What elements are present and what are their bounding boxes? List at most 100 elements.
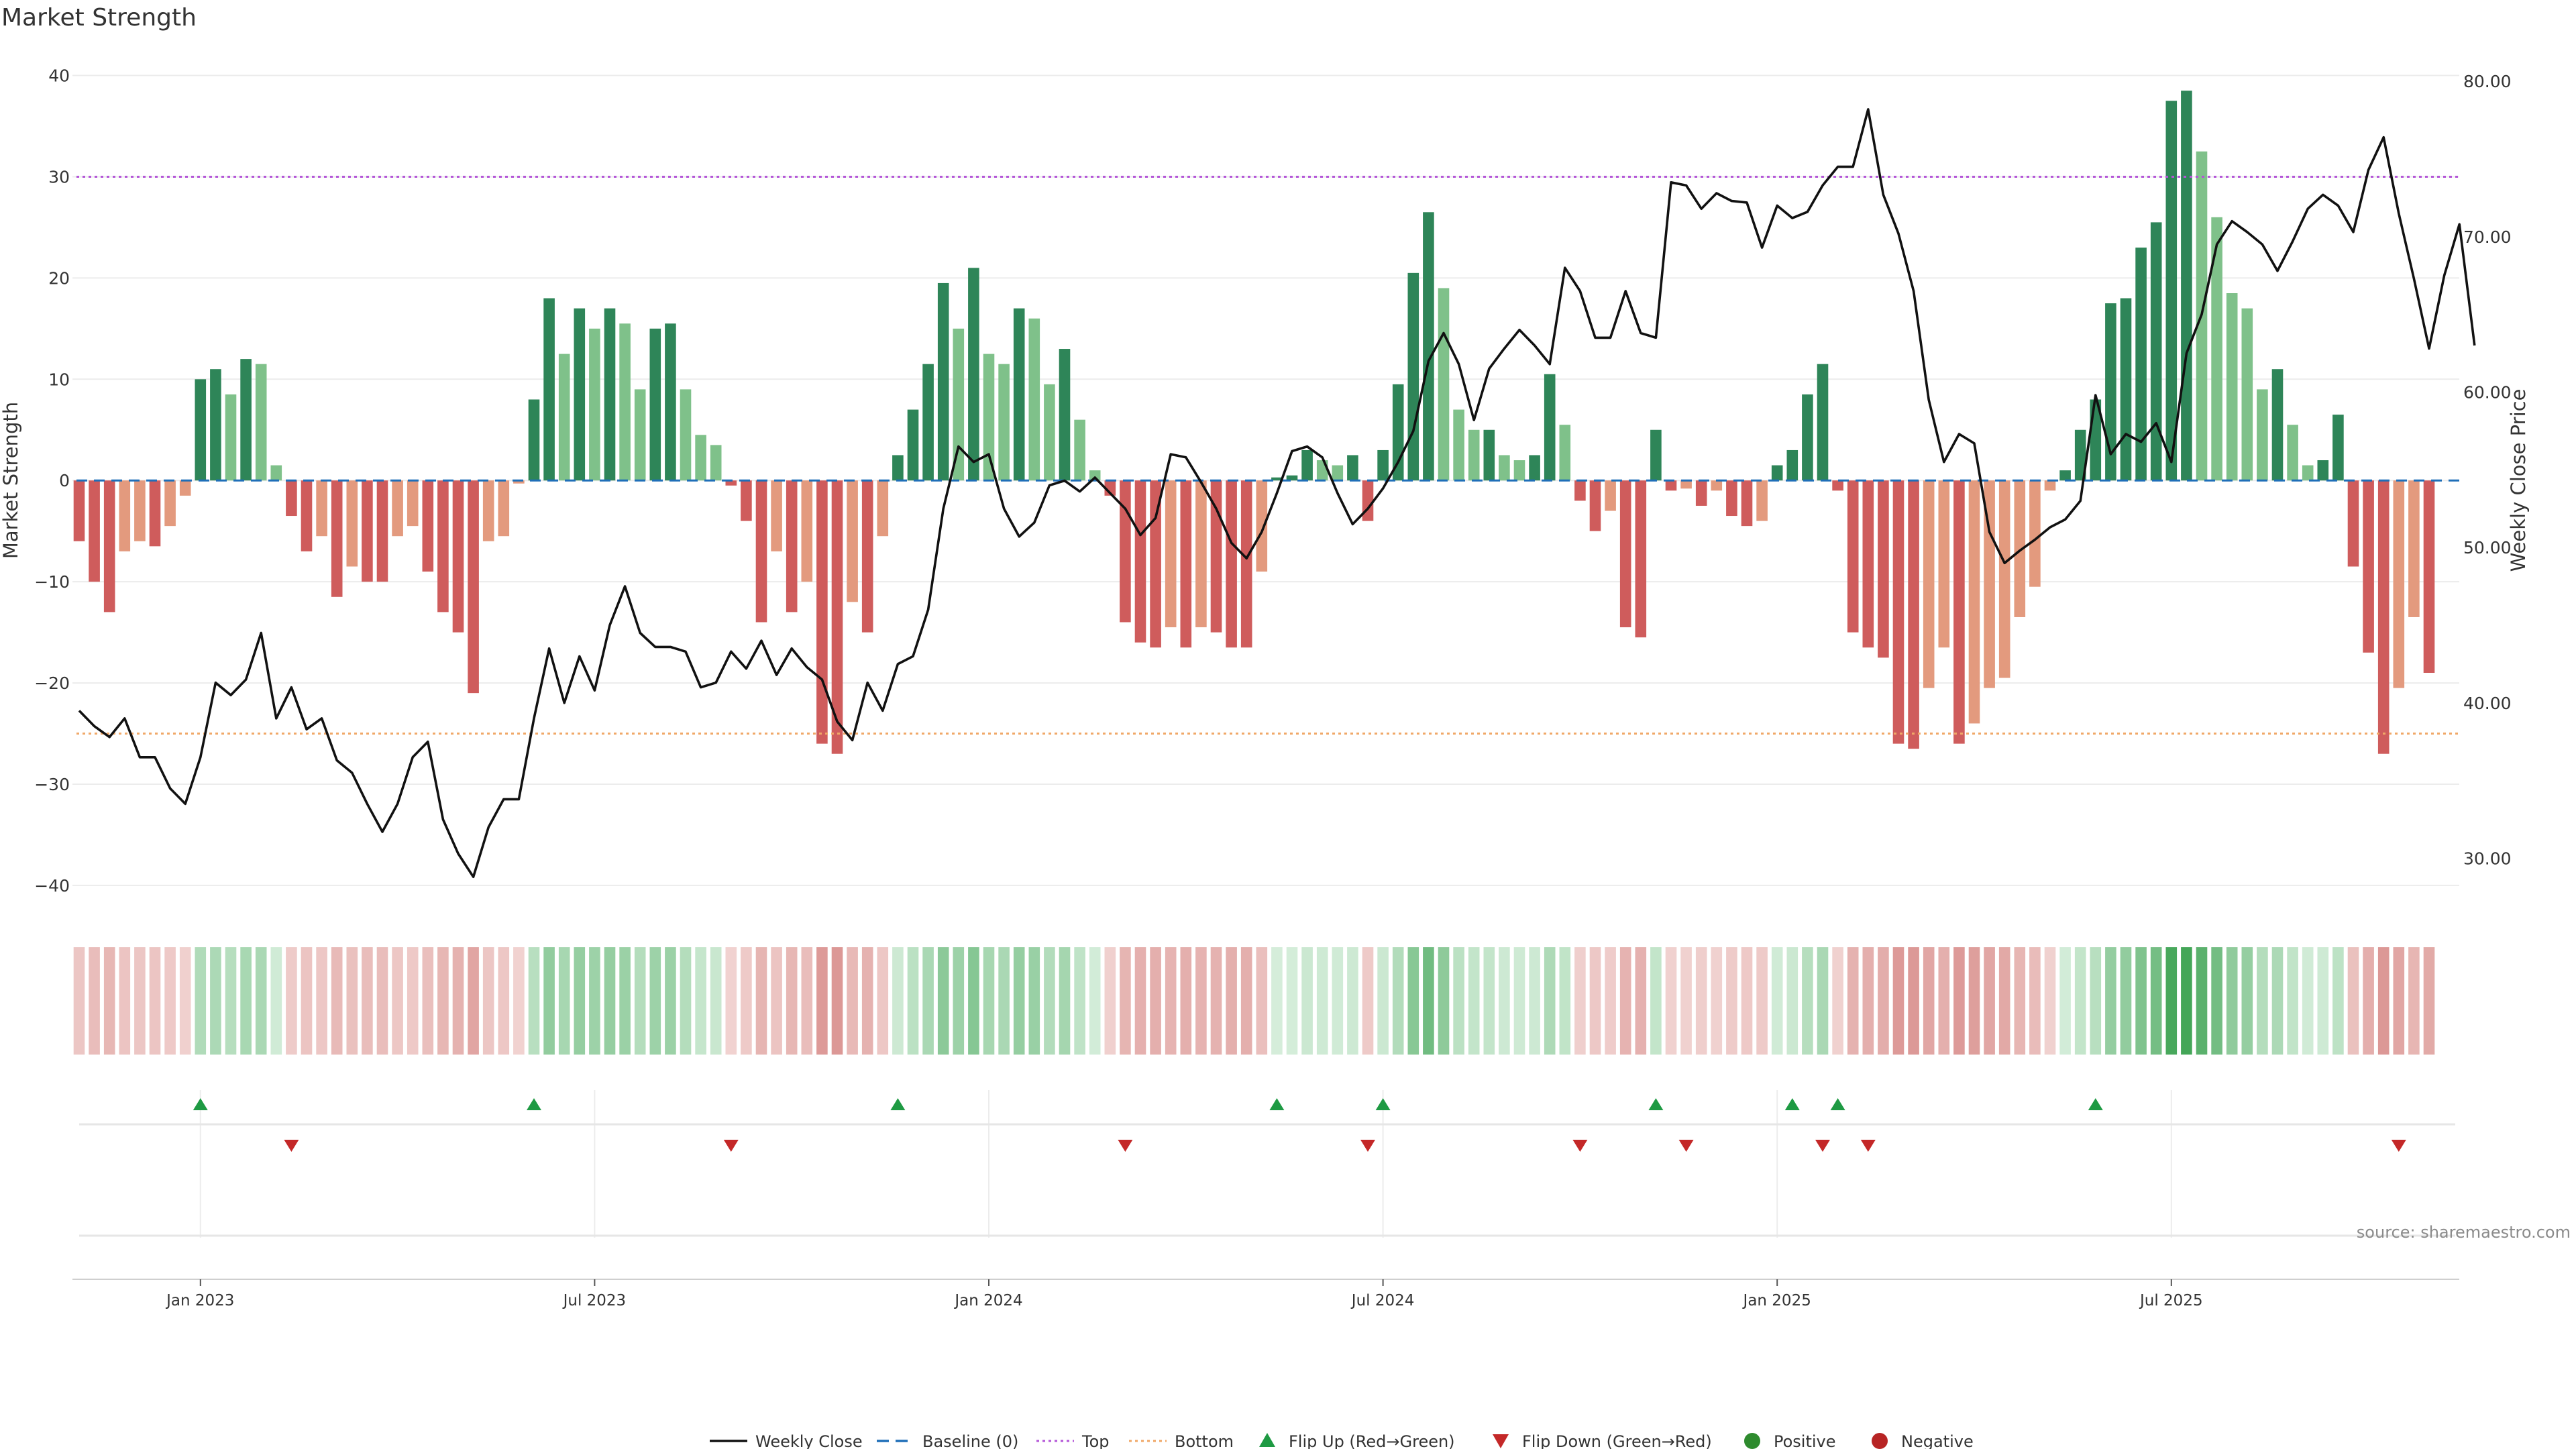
strength-bar [316,480,327,537]
heat-cell [1695,947,1707,1055]
flip-down-marker [1118,1140,1133,1152]
heat-cell [346,947,358,1055]
strength-bar [1453,409,1464,481]
heat-cell [1180,947,1192,1055]
flip-up-marker [2088,1098,2103,1110]
heat-cell [89,947,100,1055]
heat-cell [574,947,586,1055]
heat-cell [2165,947,2178,1055]
heat-cell [2014,947,2026,1055]
heat-cell [2271,947,2284,1055]
right-tick-label: 60.00 [2463,382,2512,402]
strength-bar [1847,480,1859,633]
heat-cell [558,947,570,1055]
strength-bar [907,409,919,481]
heat-cell [482,947,494,1055]
strength-bar [680,389,692,481]
heat-cell [1483,947,1495,1055]
heat-cell [134,947,146,1055]
heat-cell [1150,947,1161,1055]
right-tick-label: 50.00 [2463,538,2512,557]
heat-cell [634,947,646,1055]
heat-cell [2150,947,2162,1055]
strength-bar [861,480,873,633]
heat-cell [1650,947,1662,1055]
right-tick-label: 70.00 [2463,227,2512,247]
heat-cell [1559,947,1571,1055]
heat-cell [1392,947,1404,1055]
heat-cell [103,947,115,1055]
heat-cell [1286,947,1298,1055]
strength-bar [589,328,600,481]
heat-cell [179,947,191,1055]
strength-bar [2271,369,2284,481]
left-tick-label: −30 [34,775,70,794]
strength-bar [2363,480,2374,653]
heat-cell [2287,947,2298,1055]
heat-cell [1013,947,1025,1055]
heat-cell [907,947,919,1055]
heat-cell [1680,947,1692,1055]
flip-up-marker [1648,1098,1664,1110]
heat-cell [589,947,600,1055]
heat-cell [953,947,965,1055]
strength-bar [771,480,782,551]
strength-bar [1120,480,1131,623]
strength-bar [286,480,297,517]
flip-markers-panel [79,1098,2455,1237]
strength-bar [1695,480,1707,506]
strength-bar [1332,465,1344,481]
heat-cell [1120,947,1131,1055]
heat-cell [877,947,889,1055]
strength-bar [1513,460,1525,481]
strength-bar [2347,480,2359,567]
heat-cell [1574,947,1586,1055]
strength-bar [937,282,949,481]
strength-bar [2150,222,2162,481]
heat-cell [649,947,661,1055]
heat-cell [1059,947,1071,1055]
strength-bar [1499,455,1510,481]
strength-bar [649,328,661,481]
heat-cell [468,947,479,1055]
strength-bar [953,328,965,481]
heat-cell [1529,947,1540,1055]
legend-label: Baseline (0) [922,1432,1018,1449]
heat-cell [2408,947,2420,1055]
strength-bar [2211,217,2222,481]
strength-bar [1165,480,1177,628]
strength-bar [240,359,252,481]
strength-bar [2302,465,2314,481]
heat-cell [1468,947,1480,1055]
left-tick-label: 20 [48,268,70,288]
heat-cell [437,947,449,1055]
heat-cell [710,947,722,1055]
heat-cell [741,947,752,1055]
heat-cell [2211,947,2222,1055]
strength-bar [407,480,419,527]
flip-up-marker [527,1098,541,1110]
heat-cell [861,947,873,1055]
legend-flip-up-swatch [1259,1433,1275,1447]
flip-down-marker [1860,1140,1876,1152]
strength-bar [1240,480,1252,648]
heat-cell [922,947,934,1055]
heat-cell [786,947,798,1055]
strength-bar [1892,480,1904,744]
strength-bar [1226,480,1237,648]
heat-cell [816,947,828,1055]
strength-bar [2226,293,2238,481]
strength-bar [543,298,555,481]
heat-cell [604,947,616,1055]
heat-cell [392,947,403,1055]
left-axis-label: Market Strength [0,402,22,559]
strength-bar [1271,477,1283,481]
heat-cell [543,947,555,1055]
strength-bar [2332,415,2344,481]
left-tick-label: −10 [34,572,70,592]
legend-label: Bottom [1175,1432,1234,1449]
strength-bar [528,399,540,481]
strength-bar [998,364,1010,481]
heat-cell [210,947,221,1055]
strength-bar [1968,480,1980,724]
